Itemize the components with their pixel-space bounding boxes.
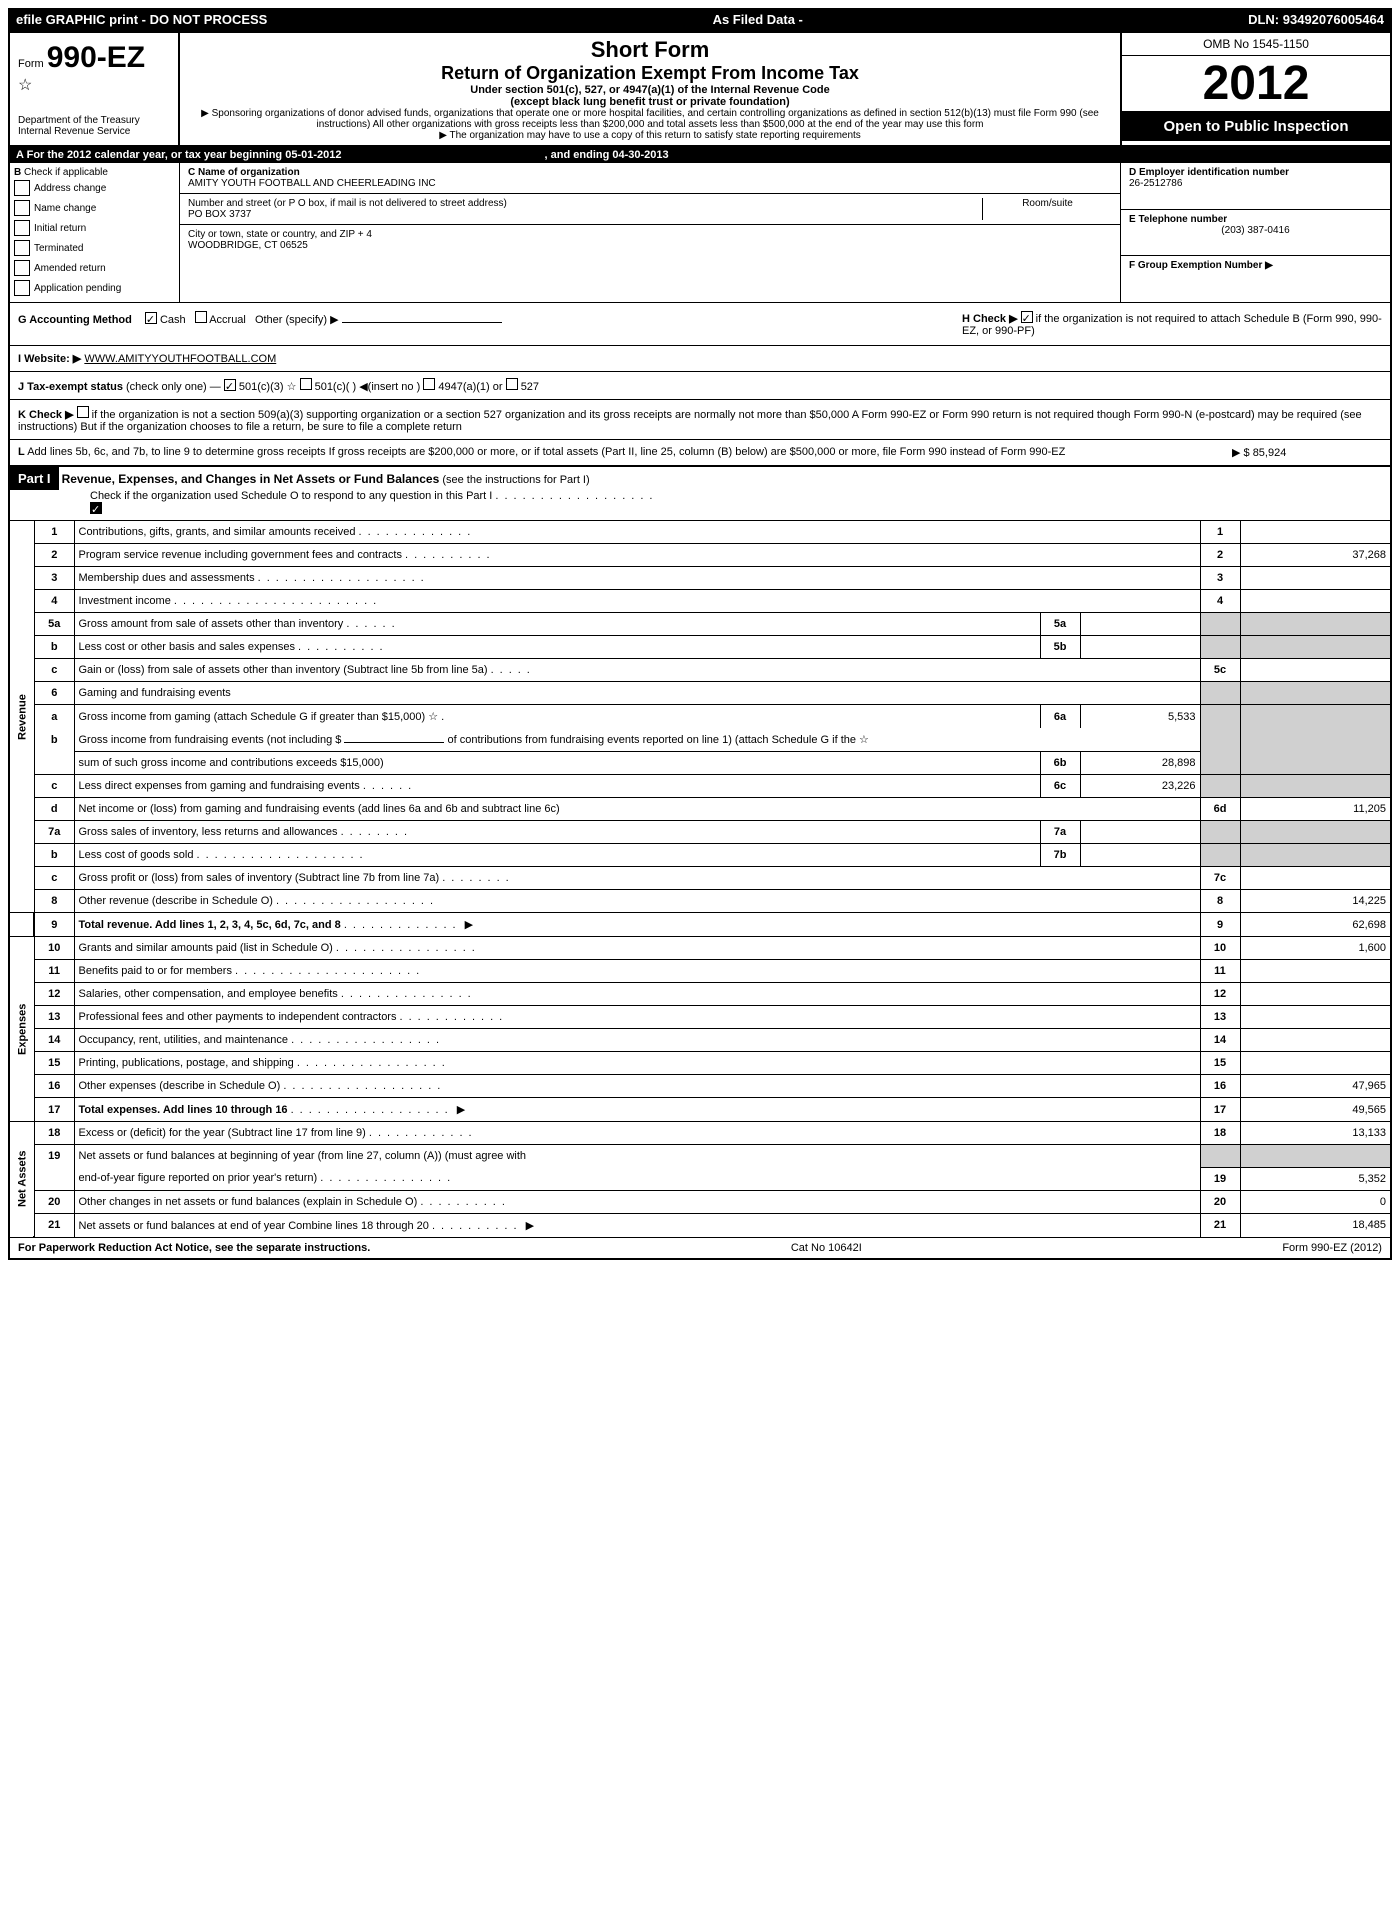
cb-h[interactable]: ✓ — [1021, 311, 1033, 323]
bottom-bar: For Paperwork Reduction Act Notice, see … — [10, 1237, 1390, 1258]
under-section: Under section 501(c), 527, or 4947(a)(1)… — [190, 84, 1110, 96]
efile-label: efile GRAPHIC print - DO NOT PROCESS — [16, 12, 267, 27]
form-container: Form 990-EZ ☆ Department of the Treasury… — [8, 31, 1392, 1260]
l-section: L Add lines 5b, 6c, and 7b, to line 9 to… — [10, 439, 1390, 465]
right-header: OMB No 1545-1150 2012 Open to Public Ins… — [1120, 33, 1390, 145]
col-def: D Employer identification number26-25127… — [1120, 163, 1390, 302]
paperwork: For Paperwork Reduction Act Notice, see … — [18, 1242, 370, 1254]
b-label: B — [14, 167, 21, 178]
dept2: Internal Revenue Service — [18, 126, 170, 137]
cat-no: Cat No 10642I — [791, 1242, 862, 1254]
cb-accrual[interactable] — [195, 311, 207, 323]
col-b: B Check if applicable Address change Nam… — [10, 163, 180, 302]
form-num: 990-EZ — [47, 41, 145, 74]
j-row: J Tax-exempt status (check only one) — ✓… — [10, 371, 1390, 399]
cb-term[interactable] — [14, 240, 30, 256]
website-row: I Website: ▶ WWW.AMITYYOUTHFOOTBALL.COM — [10, 345, 1390, 371]
cb-k[interactable] — [77, 406, 89, 418]
cb-app[interactable] — [14, 280, 30, 296]
as-filed-label: As Filed Data - — [713, 12, 803, 27]
a-label: A — [16, 149, 24, 161]
open-public-label: Open to Public Inspection — [1122, 112, 1390, 141]
info-row: B Check if applicable Address change Nam… — [10, 163, 1390, 303]
return-title: Return of Organization Exempt From Incom… — [190, 63, 1110, 84]
except-label: (except black lung benefit trust or priv… — [190, 96, 1110, 108]
a-text: For the 2012 calendar year, or tax year … — [27, 149, 342, 161]
cb-527[interactable] — [506, 378, 518, 390]
cb-501c3[interactable]: ✓ — [224, 379, 236, 391]
dln-label: DLN: 93492076005464 — [1248, 12, 1384, 27]
g-h-row: G Accounting Method ✓ Cash Accrual Other… — [10, 303, 1390, 345]
cb-501c[interactable] — [300, 378, 312, 390]
top-bar: efile GRAPHIC print - DO NOT PROCESS As … — [8, 8, 1392, 31]
form-footer: Form 990-EZ (2012) — [1282, 1242, 1382, 1254]
short-form-label: Short Form — [190, 37, 1110, 63]
net-assets-label: Net Assets — [10, 1122, 34, 1237]
cb-amend[interactable] — [14, 260, 30, 276]
dept1: Department of the Treasury — [18, 115, 170, 126]
form-label: Form — [18, 58, 44, 70]
revenue-label: Revenue — [10, 521, 34, 913]
header-row: Form 990-EZ ☆ Department of the Treasury… — [10, 33, 1390, 147]
omb-label: OMB No 1545-1150 — [1122, 33, 1390, 56]
section-a: A For the 2012 calendar year, or tax yea… — [10, 147, 1390, 163]
middle-header: Short Form Return of Organization Exempt… — [180, 33, 1120, 145]
cb-cash[interactable]: ✓ — [145, 312, 157, 324]
org-may: ▶ The organization may have to use a cop… — [190, 130, 1110, 141]
cb-name[interactable] — [14, 200, 30, 216]
cb-part1[interactable]: ✓ — [90, 502, 102, 514]
k-section: K Check ▶ if the organization is not a s… — [10, 399, 1390, 439]
part1-header: Part I Revenue, Expenses, and Changes in… — [10, 465, 1390, 520]
year-label: 2012 — [1122, 56, 1390, 112]
col-c: C Name of organizationAMITY YOUTH FOOTBA… — [180, 163, 1120, 302]
data-table: Revenue 1 Contributions, gifts, grants, … — [10, 520, 1390, 1237]
cb-4947[interactable] — [423, 378, 435, 390]
cb-address[interactable] — [14, 180, 30, 196]
expenses-label: Expenses — [10, 937, 34, 1122]
cb-initial[interactable] — [14, 220, 30, 236]
b-check: Check if applicable — [24, 167, 108, 178]
sponsor-text: ▶ Sponsoring organizations of donor advi… — [190, 108, 1110, 130]
form-id-box: Form 990-EZ ☆ Department of the Treasury… — [10, 33, 180, 145]
a-ending: , and ending 04-30-2013 — [545, 149, 669, 161]
